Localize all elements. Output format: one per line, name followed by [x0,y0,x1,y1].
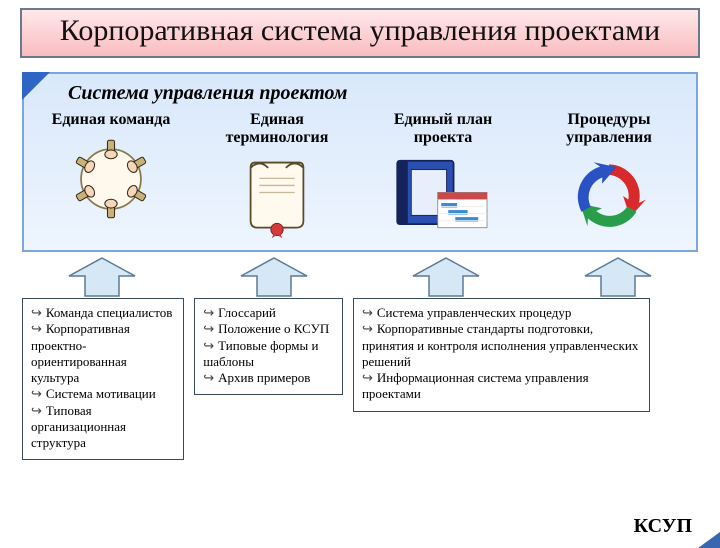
main-panel: Система управления проектом Единая коман… [22,72,698,252]
columns-row: Единая команда Единая термино [34,111,686,240]
up-arrow-icon [538,256,698,298]
scroll-icon [200,152,354,240]
panel-title: Система управления проектом [68,82,686,105]
detail-box-3: Система управленческих процедур Корпорат… [353,298,650,412]
column-label: Единая команда [34,111,188,129]
accent-triangle-icon [22,72,50,100]
column-plan: Единый план проекта [366,111,520,240]
column-label: Единый план проекта [366,111,520,146]
up-arrow-icon [366,256,526,298]
column-label: Процедуры управления [532,111,686,146]
cycle-arrows-icon [532,152,686,240]
list-item: Информационная система управления проект… [362,370,643,403]
binder-chart-icon [366,152,520,240]
corner-fold-icon [698,532,720,548]
page-title: Корпоративная система управления проекта… [20,8,700,58]
list-item: Положение о КСУП [203,321,336,337]
arrows-row [22,256,698,298]
up-arrow-icon [22,256,182,298]
list-item: Глоссарий [203,305,336,321]
list-item: Типовая организационная структура [31,403,177,452]
detail-box-2: Глоссарий Положение о КСУП Типовые формы… [194,298,343,395]
hands-circle-icon [34,135,188,223]
list-item: Типовые формы и шаблоны [203,338,336,371]
list-item: Система управленческих процедур [362,305,643,321]
column-team: Единая команда [34,111,188,240]
list-item: Команда специалистов [31,305,177,321]
list-item: Система мотивации [31,386,177,402]
up-arrow-icon [194,256,354,298]
column-procedures: Процедуры управления [532,111,686,240]
list-item: Архив примеров [203,370,336,386]
column-terminology: Единая терминология [200,111,354,240]
column-label: Единая терминология [200,111,354,146]
list-item: Корпоративная проектно-ориентированная к… [31,321,177,386]
ksup-label: КСУП [634,515,692,538]
bottom-row: Команда специалистов Корпоративная проек… [22,298,698,460]
list-item: Корпоративные стандарты подготовки, прин… [362,321,643,370]
detail-box-1: Команда специалистов Корпоративная проек… [22,298,184,460]
